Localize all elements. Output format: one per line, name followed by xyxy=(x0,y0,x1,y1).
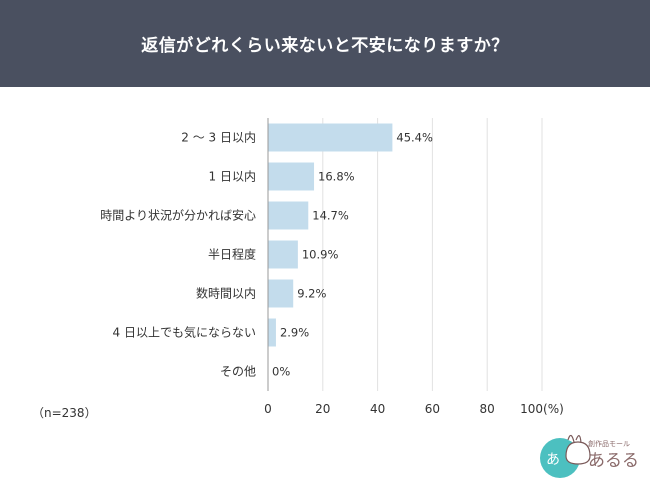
svg-text:あるる: あるる xyxy=(588,451,639,471)
data-label: 45.4% xyxy=(396,131,433,145)
x-tick-label: 80 xyxy=(480,402,495,416)
svg-text:あ: あ xyxy=(546,452,560,468)
data-label: 9.2% xyxy=(297,287,326,301)
x-tick-label: 40 xyxy=(370,402,385,416)
arule-logo: あ 創作品モール あるる xyxy=(540,434,639,478)
data-label: 2.9% xyxy=(280,326,309,340)
data-label: 10.9% xyxy=(302,248,339,262)
data-label: 0% xyxy=(272,365,290,379)
bar xyxy=(268,318,276,347)
bar xyxy=(268,240,298,269)
category-label: 2 ～ 3 日以内 xyxy=(181,131,256,145)
x-tick-label: 20 xyxy=(315,402,330,416)
svg-text:創作品モール: 創作品モール xyxy=(588,439,630,448)
bar xyxy=(268,201,309,230)
sample-size-note: （n=238） xyxy=(32,406,97,420)
x-tick-label: 0 xyxy=(264,402,272,416)
bar xyxy=(268,123,393,152)
chart-title: 返信がどれくらい来ないと不安になりますか？ xyxy=(141,36,509,56)
category-label: 1 日以内 xyxy=(209,170,256,184)
category-label: 半日程度 xyxy=(208,247,256,262)
data-label: 16.8% xyxy=(318,170,355,184)
x-tick-label: 60 xyxy=(425,402,440,416)
bar xyxy=(268,162,315,191)
bar xyxy=(268,279,294,308)
category-label: 数時間以内 xyxy=(196,286,256,301)
category-label: 時間より状況が分かれば安心 xyxy=(100,208,256,223)
category-label: その他 xyxy=(220,365,256,379)
chart-header: 返信がどれくらい来ないと不安になりますか？ xyxy=(0,0,650,87)
x-tick-label: 100(%) xyxy=(520,402,564,416)
data-label: 14.7% xyxy=(312,209,349,223)
category-label: 4 日以上でも気にならない xyxy=(113,325,256,340)
